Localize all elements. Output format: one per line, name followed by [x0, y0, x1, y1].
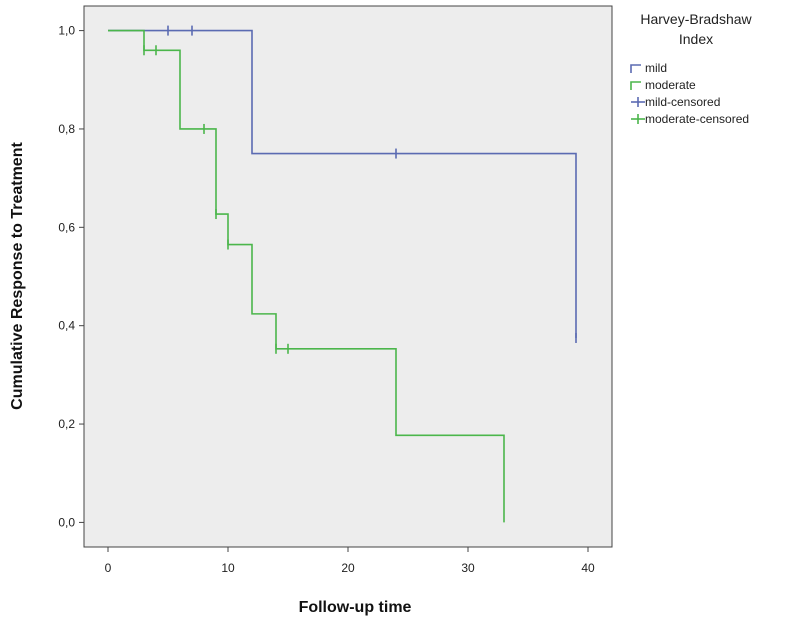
plot-area: [83, 5, 613, 548]
legend-label-mild-censored: mild-censored: [645, 95, 720, 109]
x-axis-title: Follow-up time: [299, 599, 412, 616]
series-layer: [108, 25, 577, 523]
x-tick-label: 20: [341, 561, 355, 575]
y-axis: 0,0 0,2 0,4 0,6 0,8 1,0: [58, 24, 84, 529]
legend-title-line-2: Index: [679, 31, 713, 47]
y-tick-label: 0,2: [58, 417, 75, 431]
legend-label-moderate: moderate: [645, 78, 696, 92]
legend-label-moderate-censored: moderate-censored: [645, 112, 749, 126]
y-tick-label: 0,0: [58, 515, 75, 529]
legend: Harvey-Bradshaw Index mild moderate mild-c…: [630, 11, 753, 126]
x-tick-label: 0: [105, 561, 112, 575]
legend-title-line-1: Harvey-Bradshaw: [640, 11, 752, 27]
legend-swatch-moderate: [630, 81, 641, 90]
y-tick-label: 0,8: [58, 122, 75, 136]
x-tick-label: 30: [461, 561, 475, 575]
x-axis: 0 10 20 30 40: [105, 547, 595, 575]
series-line-mild: [108, 29, 577, 338]
y-tick-label: 0,4: [58, 319, 75, 333]
y-tick-label: 0,6: [58, 220, 75, 234]
x-tick-label: 40: [581, 561, 595, 575]
legend-swatch-mild: [630, 64, 641, 73]
legend-label-mild: mild: [645, 61, 667, 75]
x-tick-label: 10: [221, 561, 235, 575]
y-tick-label: 1,0: [58, 24, 75, 38]
y-axis-title: Cumulative Response to Treatment: [9, 142, 26, 410]
